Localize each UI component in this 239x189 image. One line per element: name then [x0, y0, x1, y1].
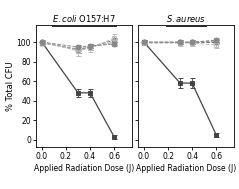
- X-axis label: Applied Radiation Dose (J): Applied Radiation Dose (J): [136, 164, 236, 173]
- X-axis label: Applied Radiation Dose (J): Applied Radiation Dose (J): [34, 164, 134, 173]
- Y-axis label: % Total CFU: % Total CFU: [6, 61, 15, 111]
- Title: $\it{E. coli}$ O157:H7: $\it{E. coli}$ O157:H7: [52, 13, 116, 24]
- Title: $\it{S. aureus}$: $\it{S. aureus}$: [166, 13, 206, 24]
